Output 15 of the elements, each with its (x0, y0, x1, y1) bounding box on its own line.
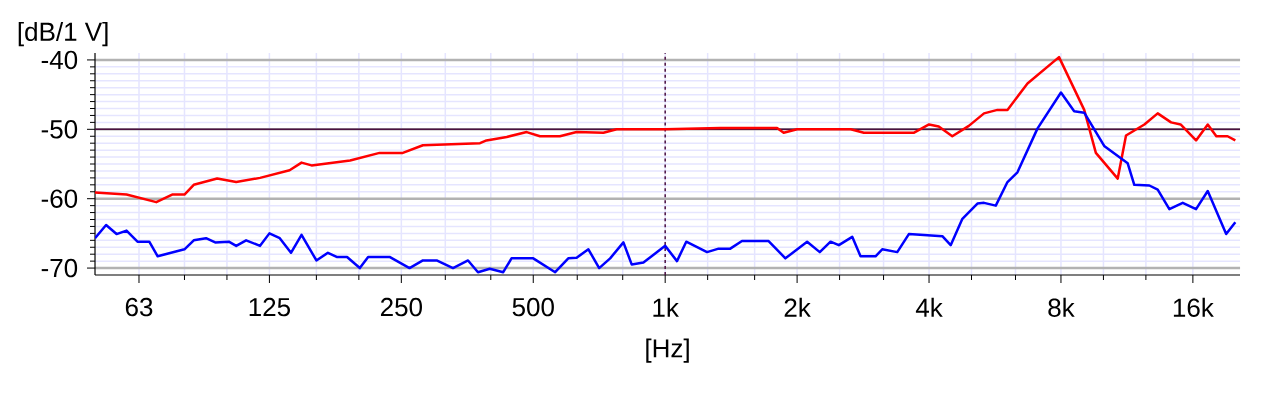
y-tick-label: -60 (41, 189, 78, 208)
x-tick-label: 1k (653, 297, 679, 317)
y-tick-label: -50 (41, 120, 78, 139)
x-tick-label: 8k (1048, 297, 1075, 317)
y-tick-label: -70 (41, 258, 78, 278)
x-tick-label: 16k (1173, 297, 1214, 317)
y-tick-label: -40 (41, 50, 78, 70)
x-tick-label: 125 (249, 297, 290, 317)
x-tick-label: 2k (784, 297, 811, 317)
y-axis-title: [dB/1 V] (18, 21, 108, 47)
x-tick-label: 4k (915, 297, 943, 317)
x-axis-title: [Hz] (646, 338, 689, 363)
x-tick-label: 250 (380, 297, 422, 317)
x-tick-label: 63 (125, 297, 153, 317)
x-tick-label: 500 (512, 297, 554, 317)
